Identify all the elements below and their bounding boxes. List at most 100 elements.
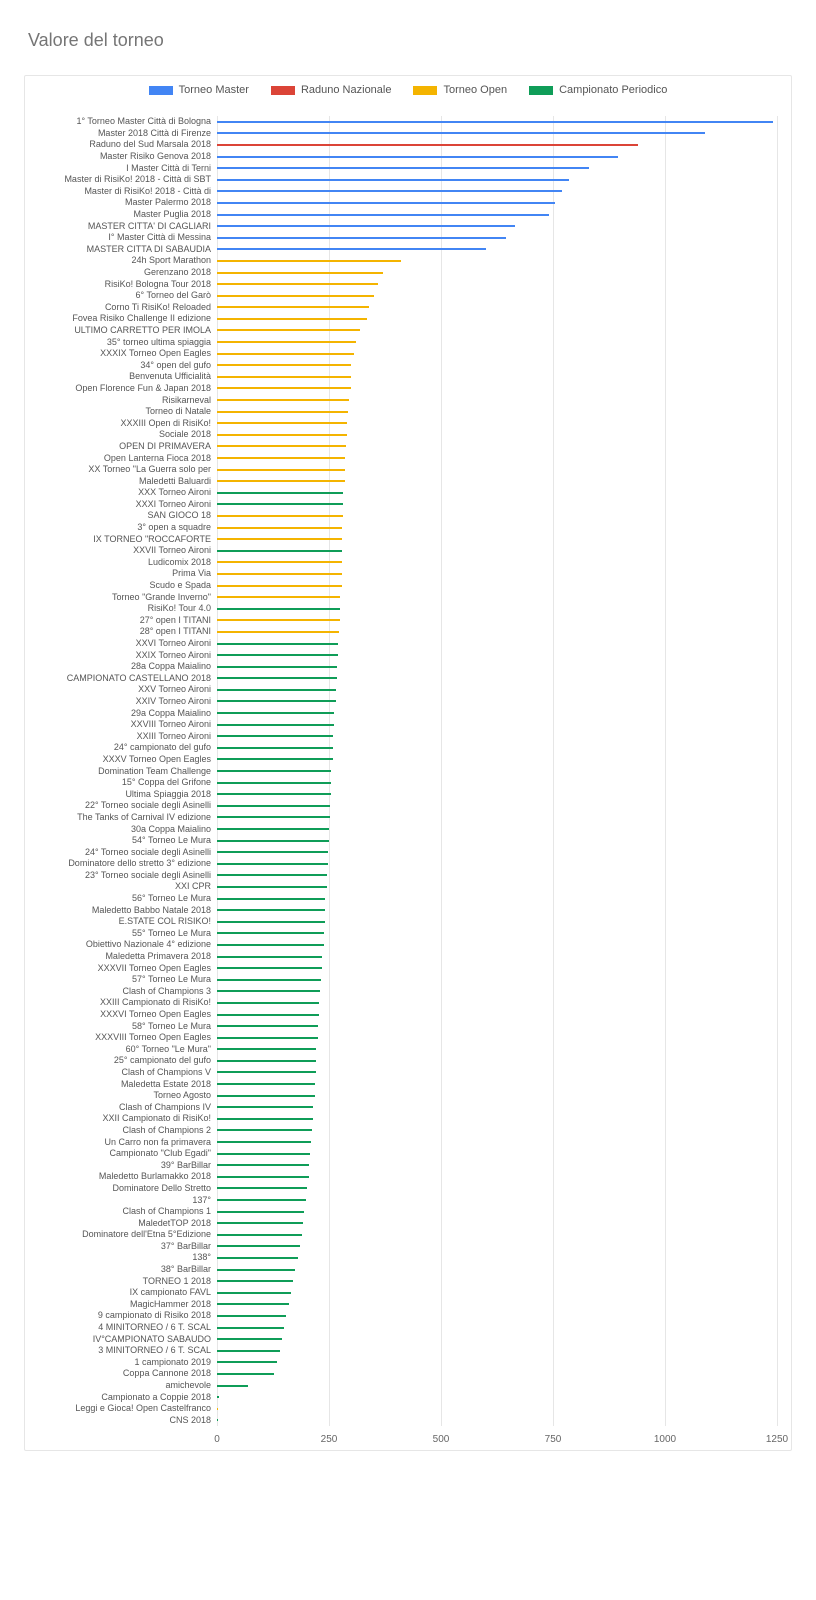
bar[interactable] bbox=[217, 1361, 277, 1363]
bar[interactable] bbox=[217, 712, 334, 714]
bar[interactable] bbox=[217, 840, 329, 842]
bar[interactable] bbox=[217, 1408, 218, 1410]
bar[interactable] bbox=[217, 735, 333, 737]
bar[interactable] bbox=[217, 631, 339, 633]
bar[interactable] bbox=[217, 1234, 302, 1236]
bar[interactable] bbox=[217, 480, 345, 482]
bar[interactable] bbox=[217, 422, 347, 424]
bar[interactable] bbox=[217, 272, 383, 274]
bar[interactable] bbox=[217, 619, 340, 621]
bar[interactable] bbox=[217, 1222, 303, 1224]
bar[interactable] bbox=[217, 1187, 307, 1189]
legend-item[interactable]: Campionato Periodico bbox=[529, 84, 667, 96]
bar[interactable] bbox=[217, 1350, 280, 1352]
legend-item[interactable]: Raduno Nazionale bbox=[271, 84, 392, 96]
bar[interactable] bbox=[217, 932, 324, 934]
bar[interactable] bbox=[217, 1014, 319, 1016]
bar[interactable] bbox=[217, 666, 337, 668]
bar[interactable] bbox=[217, 700, 336, 702]
bar[interactable] bbox=[217, 179, 569, 181]
legend-item[interactable]: Torneo Master bbox=[149, 84, 249, 96]
bar[interactable] bbox=[217, 944, 324, 946]
bar[interactable] bbox=[217, 353, 354, 355]
bar[interactable] bbox=[217, 1257, 298, 1259]
bar[interactable] bbox=[217, 851, 328, 853]
bar[interactable] bbox=[217, 1118, 313, 1120]
bar[interactable] bbox=[217, 654, 338, 656]
bar[interactable] bbox=[217, 874, 327, 876]
bar[interactable] bbox=[217, 1164, 309, 1166]
bar[interactable] bbox=[217, 248, 486, 250]
bar[interactable] bbox=[217, 1199, 306, 1201]
bar[interactable] bbox=[217, 677, 337, 679]
bar[interactable] bbox=[217, 190, 562, 192]
bar[interactable] bbox=[217, 979, 321, 981]
bar[interactable] bbox=[217, 283, 378, 285]
bar[interactable] bbox=[217, 747, 333, 749]
bar[interactable] bbox=[217, 237, 506, 239]
bar[interactable] bbox=[217, 1095, 315, 1097]
legend-item[interactable]: Torneo Open bbox=[413, 84, 507, 96]
bar[interactable] bbox=[217, 387, 351, 389]
bar[interactable] bbox=[217, 364, 351, 366]
bar[interactable] bbox=[217, 1396, 219, 1398]
bar[interactable] bbox=[217, 608, 340, 610]
bar[interactable] bbox=[217, 1106, 313, 1108]
bar[interactable] bbox=[217, 1419, 218, 1421]
bar[interactable] bbox=[217, 1327, 284, 1329]
bar[interactable] bbox=[217, 770, 331, 772]
bar[interactable] bbox=[217, 1385, 248, 1387]
bar[interactable] bbox=[217, 793, 331, 795]
bar[interactable] bbox=[217, 445, 346, 447]
bar[interactable] bbox=[217, 329, 360, 331]
bar[interactable] bbox=[217, 643, 338, 645]
bar[interactable] bbox=[217, 202, 555, 204]
bar[interactable] bbox=[217, 538, 342, 540]
bar[interactable] bbox=[217, 1176, 309, 1178]
bar[interactable] bbox=[217, 1303, 289, 1305]
bar[interactable] bbox=[217, 1245, 300, 1247]
bar[interactable] bbox=[217, 1280, 293, 1282]
bar[interactable] bbox=[217, 1315, 286, 1317]
bar[interactable] bbox=[217, 167, 589, 169]
bar[interactable] bbox=[217, 434, 347, 436]
bar[interactable] bbox=[217, 457, 345, 459]
bar[interactable] bbox=[217, 1153, 310, 1155]
bar[interactable] bbox=[217, 596, 340, 598]
bar[interactable] bbox=[217, 1292, 291, 1294]
bar[interactable] bbox=[217, 1002, 319, 1004]
bar[interactable] bbox=[217, 550, 342, 552]
bar[interactable] bbox=[217, 1048, 316, 1050]
bar[interactable] bbox=[217, 561, 342, 563]
bar[interactable] bbox=[217, 132, 705, 134]
bar[interactable] bbox=[217, 306, 369, 308]
bar[interactable] bbox=[217, 1071, 316, 1073]
bar[interactable] bbox=[217, 898, 325, 900]
bar[interactable] bbox=[217, 967, 322, 969]
bar[interactable] bbox=[217, 225, 515, 227]
bar[interactable] bbox=[217, 805, 330, 807]
bar[interactable] bbox=[217, 782, 331, 784]
bar[interactable] bbox=[217, 1037, 318, 1039]
bar[interactable] bbox=[217, 527, 342, 529]
bar[interactable] bbox=[217, 956, 322, 958]
bar[interactable] bbox=[217, 503, 343, 505]
bar[interactable] bbox=[217, 1083, 315, 1085]
bar[interactable] bbox=[217, 1211, 304, 1213]
bar[interactable] bbox=[217, 399, 349, 401]
bar[interactable] bbox=[217, 1141, 311, 1143]
bar[interactable] bbox=[217, 1338, 282, 1340]
bar[interactable] bbox=[217, 469, 345, 471]
bar[interactable] bbox=[217, 1025, 318, 1027]
bar[interactable] bbox=[217, 921, 325, 923]
bar[interactable] bbox=[217, 828, 329, 830]
bar[interactable] bbox=[217, 585, 342, 587]
bar[interactable] bbox=[217, 156, 618, 158]
bar[interactable] bbox=[217, 1060, 316, 1062]
bar[interactable] bbox=[217, 411, 348, 413]
bar[interactable] bbox=[217, 724, 334, 726]
bar[interactable] bbox=[217, 260, 401, 262]
bar[interactable] bbox=[217, 1269, 295, 1271]
bar[interactable] bbox=[217, 492, 343, 494]
bar[interactable] bbox=[217, 341, 356, 343]
